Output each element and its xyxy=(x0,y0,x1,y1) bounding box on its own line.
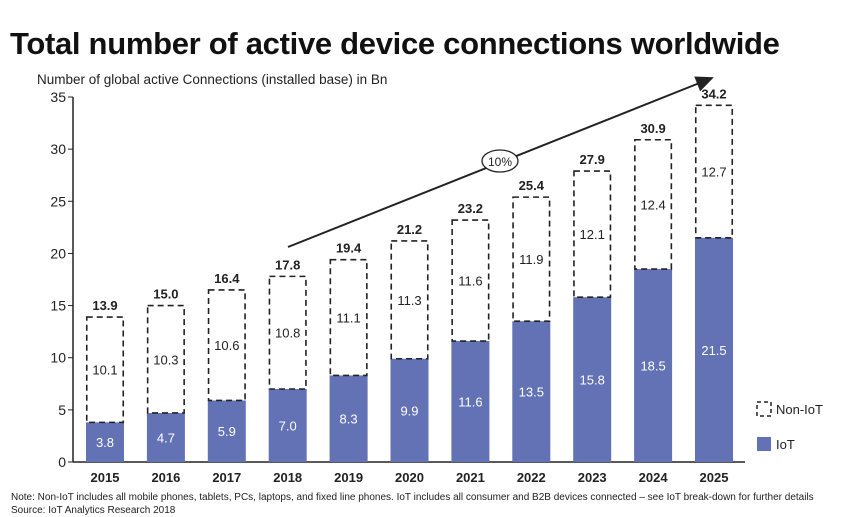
bar-iot xyxy=(451,341,490,462)
iot-value-label: 9.9 xyxy=(400,403,418,418)
x-tick-label: 2021 xyxy=(456,470,485,485)
iot-value-label: 15.8 xyxy=(580,373,605,388)
source-text: Source: IoT Analytics Research 2018 xyxy=(11,505,176,516)
y-tick-label: 25 xyxy=(50,193,66,209)
x-tick-label: 2025 xyxy=(700,470,729,485)
bar-iot xyxy=(329,375,368,462)
iot-value-label: 18.5 xyxy=(640,359,665,374)
iot-value-label: 21.5 xyxy=(701,343,726,358)
footnote: Note: Non-IoT includes all mobile phones… xyxy=(11,491,814,517)
iot-value-label: 4.7 xyxy=(157,430,175,445)
y-tick-label: 30 xyxy=(50,141,66,157)
non-iot-value-label: 11.1 xyxy=(336,311,360,326)
non-iot-value-label: 11.3 xyxy=(397,293,421,308)
x-tick-label: 2020 xyxy=(395,470,424,485)
y-tick-label: 15 xyxy=(50,298,66,314)
y-tick-label: 5 xyxy=(58,402,66,418)
bar-non-iot xyxy=(390,240,429,360)
legend-iot-swatch xyxy=(757,437,771,451)
non-iot-value-label: 10.6 xyxy=(214,338,239,353)
bar-non-iot xyxy=(85,316,125,424)
growth-rate-badge xyxy=(481,149,519,173)
bar-iot xyxy=(146,412,185,462)
bar-iot xyxy=(512,321,551,462)
note-text: Note: Non-IoT includes all mobile phones… xyxy=(11,492,814,503)
bar-iot xyxy=(695,237,733,462)
total-label: 27.9 xyxy=(580,152,605,167)
total-label: 16.4 xyxy=(214,271,240,286)
bar-non-iot xyxy=(146,304,185,414)
bar-non-iot xyxy=(268,275,307,390)
bar-iot xyxy=(390,358,429,462)
x-tick-label: 2024 xyxy=(639,470,669,485)
bar-non-iot xyxy=(207,289,246,402)
non-iot-value-label: 11.9 xyxy=(519,252,543,267)
iot-value-label: 7.0 xyxy=(279,419,297,434)
iot-value-label: 8.3 xyxy=(340,412,358,427)
total-label: 17.8 xyxy=(275,257,300,272)
iot-value-label: 13.5 xyxy=(519,385,544,400)
total-label: 13.9 xyxy=(92,298,117,313)
iot-value-label: 3.8 xyxy=(96,435,114,450)
total-label: 21.2 xyxy=(397,222,422,237)
chart-title: Total number of active device connection… xyxy=(10,26,780,61)
bar-non-iot xyxy=(573,170,612,299)
x-tick-label: 2015 xyxy=(91,470,120,485)
non-iot-value-label: 12.1 xyxy=(580,227,605,242)
legend-iot-label: IoT xyxy=(776,437,795,452)
bar-iot xyxy=(573,297,612,462)
x-tick-label: 2022 xyxy=(517,470,546,485)
bar-non-iot xyxy=(694,104,734,239)
x-tick-label: 2018 xyxy=(273,470,302,485)
y-tick-label: 35 xyxy=(50,89,66,105)
bar-iot xyxy=(86,422,124,462)
x-tick-label: 2017 xyxy=(212,470,241,485)
bar-non-iot xyxy=(451,219,490,342)
total-label: 23.2 xyxy=(458,201,483,216)
iot-value-label: 11.6 xyxy=(458,395,482,410)
x-tick-label: 2023 xyxy=(578,470,607,485)
non-iot-value-label: 10.1 xyxy=(92,363,117,378)
total-label: 34.2 xyxy=(701,86,726,101)
y-tick-label: 10 xyxy=(50,350,66,366)
y-axis-label: Number of global active Connections (ins… xyxy=(37,72,388,87)
y-tick-label: 20 xyxy=(50,245,66,261)
bar-non-iot xyxy=(634,138,673,270)
x-tick-label: 2019 xyxy=(334,470,363,485)
non-iot-value-label: 10.8 xyxy=(275,326,300,341)
bar-iot xyxy=(207,400,246,462)
bar-iot xyxy=(268,389,307,462)
legend-non-iot-swatch xyxy=(756,401,772,417)
total-label: 30.9 xyxy=(640,121,665,136)
legend-non-iot-label: Non-IoT xyxy=(776,402,823,417)
growth-rate-label: 10% xyxy=(488,155,512,169)
x-tick-label: 2016 xyxy=(151,470,180,485)
total-label: 19.4 xyxy=(336,241,362,256)
total-label: 25.4 xyxy=(519,178,545,193)
non-iot-value-label: 11.6 xyxy=(458,274,482,289)
iot-value-label: 5.9 xyxy=(218,424,236,439)
total-label: 15.0 xyxy=(153,287,178,302)
y-tick-label: 0 xyxy=(58,454,66,470)
bar-non-iot xyxy=(329,258,368,377)
bar-iot xyxy=(634,269,673,462)
non-iot-value-label: 12.4 xyxy=(640,197,665,212)
non-iot-value-label: 10.3 xyxy=(153,352,178,367)
non-iot-value-label: 12.7 xyxy=(701,165,726,180)
